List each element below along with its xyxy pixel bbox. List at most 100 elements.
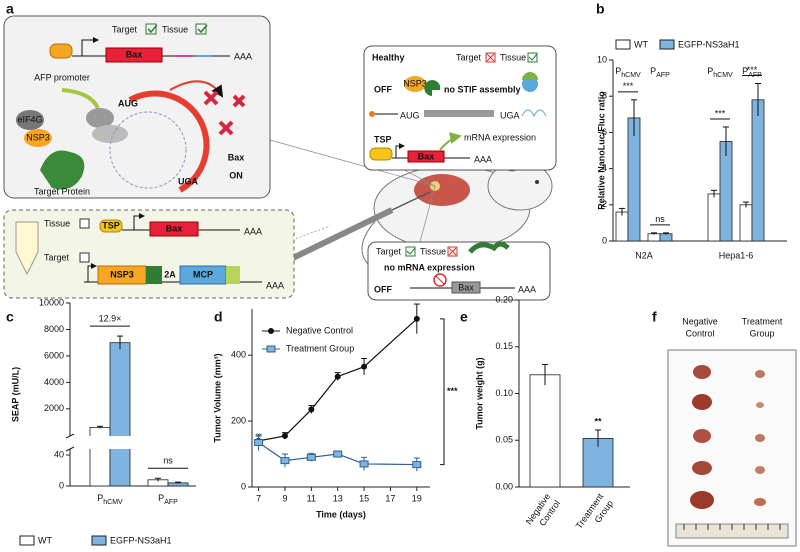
x-tick-label: 17 bbox=[385, 493, 395, 503]
tick-label: PhCMV bbox=[97, 493, 123, 505]
x-tick-label: 11 bbox=[307, 493, 316, 503]
label: Tissue bbox=[162, 24, 188, 34]
title: Healthy bbox=[372, 52, 405, 62]
point bbox=[361, 363, 368, 370]
linker: 2A bbox=[164, 269, 176, 279]
legend-swatch bbox=[19, 535, 35, 546]
label: Tissue bbox=[420, 246, 446, 256]
y-tick-label: 0.10 bbox=[495, 388, 513, 398]
label: Target bbox=[44, 252, 70, 262]
label-main: P bbox=[97, 493, 103, 503]
bar bbox=[739, 204, 753, 242]
codon: AUG bbox=[118, 98, 138, 108]
label-sub: AFP bbox=[164, 499, 178, 506]
axis-break bbox=[64, 436, 200, 449]
y-tick-label: 0 bbox=[241, 481, 246, 491]
legend-label: EGFP-NS3aH1 bbox=[110, 535, 172, 545]
photo: Negative Control Treatment Group bbox=[667, 316, 797, 547]
bar bbox=[627, 117, 641, 242]
x-tick-label: 19 bbox=[412, 493, 422, 503]
x-tick-label: Hepa1-6 bbox=[719, 250, 754, 260]
tick-label: PAFP bbox=[742, 66, 762, 78]
label-sub: hCMV bbox=[621, 72, 641, 79]
panel-label: e bbox=[460, 309, 468, 325]
label-main: P bbox=[615, 66, 621, 76]
y-tick-label: 8 bbox=[602, 91, 607, 101]
charts: 0 2 4 6 8 10 Relative NanoLuc/Fluc ratio WT EGFP… bbox=[10, 39, 787, 546]
y-tick-label: 0.00 bbox=[495, 481, 513, 491]
y-tick-label: 2000 bbox=[44, 403, 64, 413]
photo-label: Treatment bbox=[742, 316, 783, 326]
legend-label: Treatment Group bbox=[286, 343, 354, 353]
bar bbox=[529, 374, 561, 488]
y-tick-label: 0.15 bbox=[495, 341, 513, 351]
x-tick-label: 9 bbox=[282, 493, 287, 503]
legend-label: WT bbox=[634, 39, 648, 49]
point bbox=[280, 457, 290, 465]
y-tick-label: 6 bbox=[602, 127, 607, 137]
state: OFF bbox=[374, 284, 392, 294]
tumor-box: Target Tissue Bax AAA AFP promoter eIF4G… bbox=[3, 15, 271, 199]
significance: *** bbox=[623, 81, 634, 91]
legend-swatch bbox=[91, 535, 107, 546]
y-tick-label: 0 bbox=[602, 235, 607, 245]
significance: *** bbox=[747, 65, 758, 75]
legend-marker bbox=[268, 328, 274, 334]
construct-box: Tissue TSP Bax AAA Target NSP3 2A MCP AA… bbox=[3, 209, 295, 299]
tick-label: PhCMV bbox=[615, 66, 641, 78]
x-tick-label: 15 bbox=[359, 493, 369, 503]
significance: *** bbox=[715, 108, 726, 118]
y-tick-label: 10000 bbox=[39, 297, 64, 307]
y-tick-label: 4 bbox=[602, 163, 607, 173]
note: no STIF assembly bbox=[444, 84, 521, 94]
protein: NSP3 bbox=[403, 78, 427, 88]
polya: AAA bbox=[266, 280, 284, 290]
point bbox=[281, 432, 288, 439]
state: OFF bbox=[374, 84, 392, 94]
panel-label: a bbox=[6, 1, 14, 17]
y-tick-label: 200 bbox=[231, 415, 246, 425]
label-main: P bbox=[707, 66, 713, 76]
label: Tissue bbox=[44, 218, 70, 228]
x-tick-label: N2A bbox=[635, 250, 653, 260]
x-tick-label: 13 bbox=[333, 493, 343, 503]
panel-label: c bbox=[6, 309, 14, 325]
label: Target Protein bbox=[34, 186, 90, 196]
significance: 12.9× bbox=[99, 313, 122, 323]
y-tick-label: 40 bbox=[54, 449, 64, 459]
point bbox=[308, 406, 315, 413]
label: AFP promoter bbox=[34, 72, 90, 82]
series-line bbox=[258, 318, 418, 442]
significance: ns bbox=[655, 214, 665, 224]
y-tick-label: 10 bbox=[597, 54, 607, 64]
polya: AAA bbox=[244, 226, 262, 236]
healthy-box: Healthy Target Tissue OFF NSP3 no STIF a… bbox=[363, 45, 557, 171]
gene: MCP bbox=[193, 269, 213, 279]
significance-bracket bbox=[440, 318, 445, 466]
state: ON bbox=[229, 170, 243, 180]
label-sub: AFP bbox=[656, 72, 670, 79]
bar bbox=[659, 233, 673, 242]
bar bbox=[109, 342, 131, 487]
polya: AAA bbox=[518, 284, 536, 294]
bar bbox=[707, 193, 721, 242]
legend-label: Negative Control bbox=[286, 325, 353, 335]
label-main: P bbox=[650, 66, 656, 76]
point bbox=[413, 315, 420, 322]
point bbox=[254, 439, 264, 446]
codon: UGA bbox=[500, 110, 520, 120]
y-axis-label: SEAP (mU/L) bbox=[10, 367, 20, 422]
label-main: P bbox=[158, 493, 164, 503]
panel-label: f bbox=[652, 309, 657, 325]
protein: NSP3 bbox=[26, 132, 50, 142]
label: Tissue bbox=[500, 52, 526, 62]
label-main: P bbox=[742, 66, 748, 76]
state: Bax bbox=[228, 152, 245, 162]
panel-labels: a b c d e f bbox=[6, 1, 657, 325]
point bbox=[306, 453, 316, 461]
note: mRNA expression bbox=[464, 132, 536, 142]
codon: AUG bbox=[400, 110, 420, 120]
significance: ns bbox=[163, 456, 173, 466]
y-tick-label: 400 bbox=[231, 350, 246, 360]
